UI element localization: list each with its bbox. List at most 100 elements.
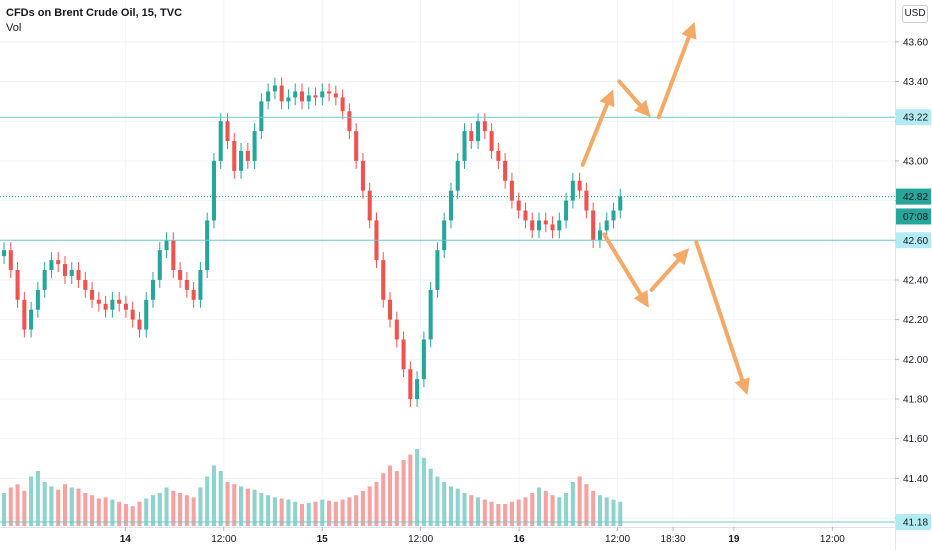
candle — [8, 250, 13, 271]
volume-bar — [360, 490, 365, 526]
y-tick-label: 43.00 — [903, 156, 928, 167]
x-tick-label: 12:00 — [820, 534, 845, 545]
candle — [205, 220, 210, 271]
x-tick-label: 12:00 — [605, 534, 630, 545]
candle — [347, 111, 352, 132]
volume-bar — [611, 499, 616, 526]
candle — [211, 160, 216, 221]
y-tick-label: 43.40 — [903, 77, 928, 88]
volume-bar — [442, 482, 447, 526]
candle — [367, 190, 372, 221]
candle — [110, 299, 115, 310]
volume-bar — [374, 482, 379, 526]
volume-bar — [29, 476, 34, 526]
candle — [191, 289, 196, 300]
arrow-head — [634, 99, 651, 118]
price-badge — [896, 514, 931, 531]
volume-bar — [476, 497, 481, 526]
candle — [29, 309, 34, 330]
price-badge-label: 43.22 — [903, 113, 928, 124]
prediction-arrow[interactable] — [656, 34, 691, 120]
volume-bar — [340, 499, 345, 526]
candle — [496, 150, 501, 161]
volume-bar — [496, 504, 501, 526]
x-tick-label: 16 — [514, 534, 526, 545]
volume-bar — [387, 465, 393, 526]
arrow-head — [633, 289, 649, 308]
price-badge — [896, 208, 931, 225]
candle — [164, 240, 169, 251]
volume-bar — [137, 501, 142, 526]
volume-bar — [597, 495, 602, 526]
arrow-head — [672, 248, 690, 266]
volume-bar — [543, 490, 548, 526]
volume-bar — [15, 484, 20, 526]
candle — [482, 121, 487, 132]
volume-bar — [306, 502, 311, 526]
prediction-arrow[interactable] — [649, 258, 681, 292]
volume-bar — [239, 486, 244, 526]
candle — [239, 150, 244, 171]
price-badge-label: 41.18 — [903, 518, 928, 529]
volume-bar — [191, 497, 196, 526]
chart-legend: CFDs on Brent Crude Oil, 15, TVC Vol — [6, 6, 182, 36]
candle — [178, 270, 183, 280]
prediction-arrow[interactable] — [580, 102, 610, 167]
y-tick-label: 41.60 — [903, 434, 928, 445]
volume-bar — [489, 501, 494, 526]
arrow-head — [734, 377, 750, 396]
volume-bar — [123, 504, 128, 526]
volume-bar — [110, 499, 115, 526]
prediction-arrow[interactable] — [694, 240, 745, 382]
candle — [462, 131, 467, 161]
x-tick-label: 15 — [317, 534, 329, 545]
legend-volume-label: Vol — [6, 22, 22, 34]
volume-bar — [266, 495, 271, 526]
volume-bar — [394, 471, 399, 526]
candle — [293, 91, 298, 98]
candle — [130, 309, 135, 320]
candle — [530, 220, 535, 231]
volume-bar — [144, 498, 149, 526]
price-badge-label: 07:08 — [903, 212, 928, 223]
volume-bar — [469, 495, 474, 526]
price-badge — [896, 109, 931, 126]
candle — [35, 289, 40, 310]
volume-bar — [225, 482, 230, 526]
candle — [90, 289, 95, 300]
prediction-arrow[interactable] — [617, 79, 643, 108]
arrow-head — [681, 21, 697, 40]
currency-button[interactable]: USD — [902, 5, 928, 23]
volume-bar — [428, 468, 433, 526]
volume-bar — [401, 460, 406, 526]
candle — [509, 180, 514, 201]
candle — [591, 210, 596, 241]
candle — [320, 91, 325, 98]
candle — [394, 319, 399, 340]
candle — [259, 101, 264, 132]
volume-bar — [96, 498, 101, 526]
prediction-arrow[interactable] — [602, 232, 643, 297]
volume-bar — [347, 497, 352, 526]
legend-title: CFDs on Brent Crude Oil, 15, TVC — [6, 7, 183, 19]
candle — [523, 210, 528, 221]
candle — [225, 121, 230, 142]
volume-bar — [83, 493, 88, 526]
candle — [570, 180, 575, 201]
volume-bar — [421, 457, 426, 526]
candle — [584, 190, 589, 211]
volume-bar — [117, 501, 122, 526]
candle — [15, 270, 20, 300]
price-badge-label: 42.82 — [903, 192, 928, 203]
volume-bar — [272, 497, 277, 526]
volume-bar — [211, 465, 216, 526]
volume-bar — [530, 493, 535, 526]
candle — [503, 160, 508, 181]
candle — [435, 250, 440, 290]
volume-bar — [320, 499, 325, 526]
volume-bar — [252, 489, 257, 526]
volume-bar — [516, 499, 521, 526]
arrow-head — [599, 89, 615, 108]
volume-bar — [327, 500, 332, 526]
